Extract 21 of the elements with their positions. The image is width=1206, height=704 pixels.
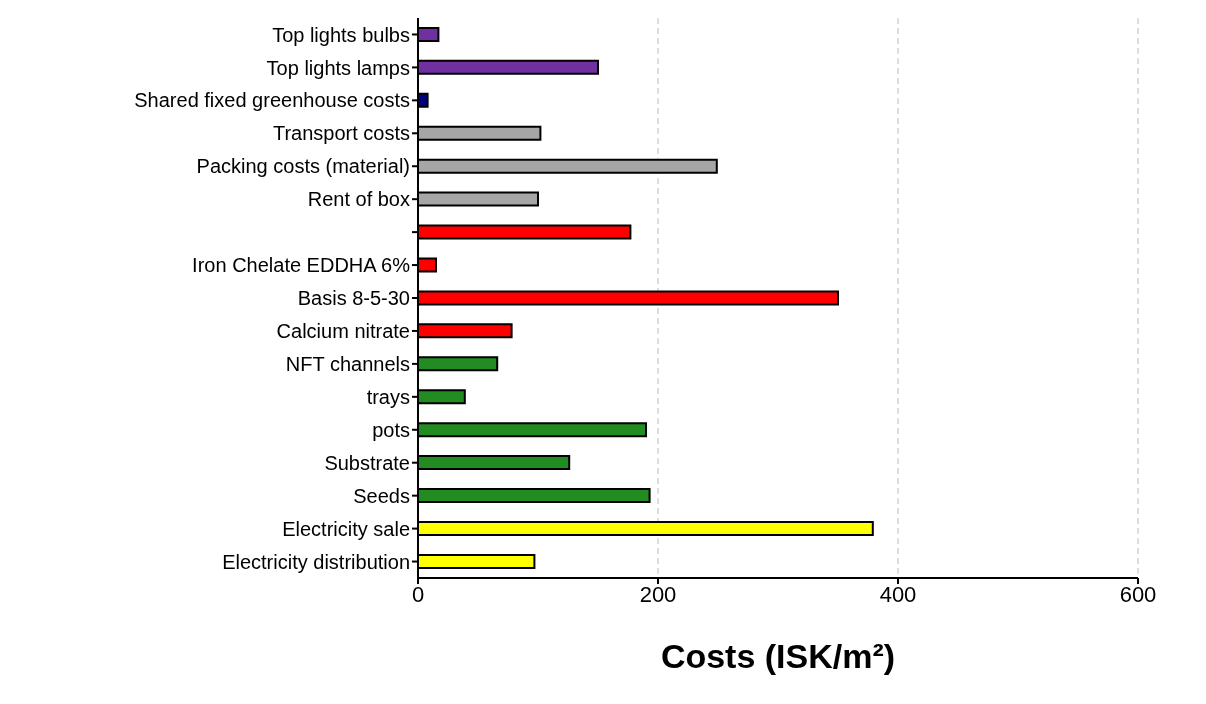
- x-tick-label: 200: [639, 581, 677, 607]
- y-tick-label: NFT channels: [285, 352, 410, 375]
- y-tick-label: Substrate: [324, 451, 410, 474]
- y-tick-label: Transport costs: [272, 122, 410, 145]
- y-tick-label: Iron Chelate EDDHA 6%: [192, 254, 411, 277]
- y-tick-label: Electricity sale: [282, 517, 410, 540]
- y-tick-label: Packing costs (material): [196, 155, 410, 178]
- x-tick-label: 600: [1119, 581, 1157, 607]
- y-tick-label: pots: [372, 418, 410, 441]
- y-tick-label: Top lights bulbs: [272, 23, 410, 46]
- y-tick-label: Basis 8-5-30: [297, 287, 410, 310]
- y-tick-label: Calcium nitrate: [276, 320, 410, 343]
- y-tick-label: Rent of box: [307, 188, 410, 211]
- y-tick-label: Electricity distribution: [222, 550, 410, 573]
- y-tick-label: Shared fixed greenhouse costs: [134, 89, 410, 112]
- y-tick-label: trays: [366, 385, 410, 408]
- y-tick-label: Seeds: [353, 484, 410, 507]
- x-tick-label: 0: [411, 581, 425, 607]
- x-axis-title: Costs (ISK/m²): [660, 637, 896, 675]
- x-tick-label: 400: [879, 581, 917, 607]
- y-tick-label: Top lights lamps: [266, 56, 410, 79]
